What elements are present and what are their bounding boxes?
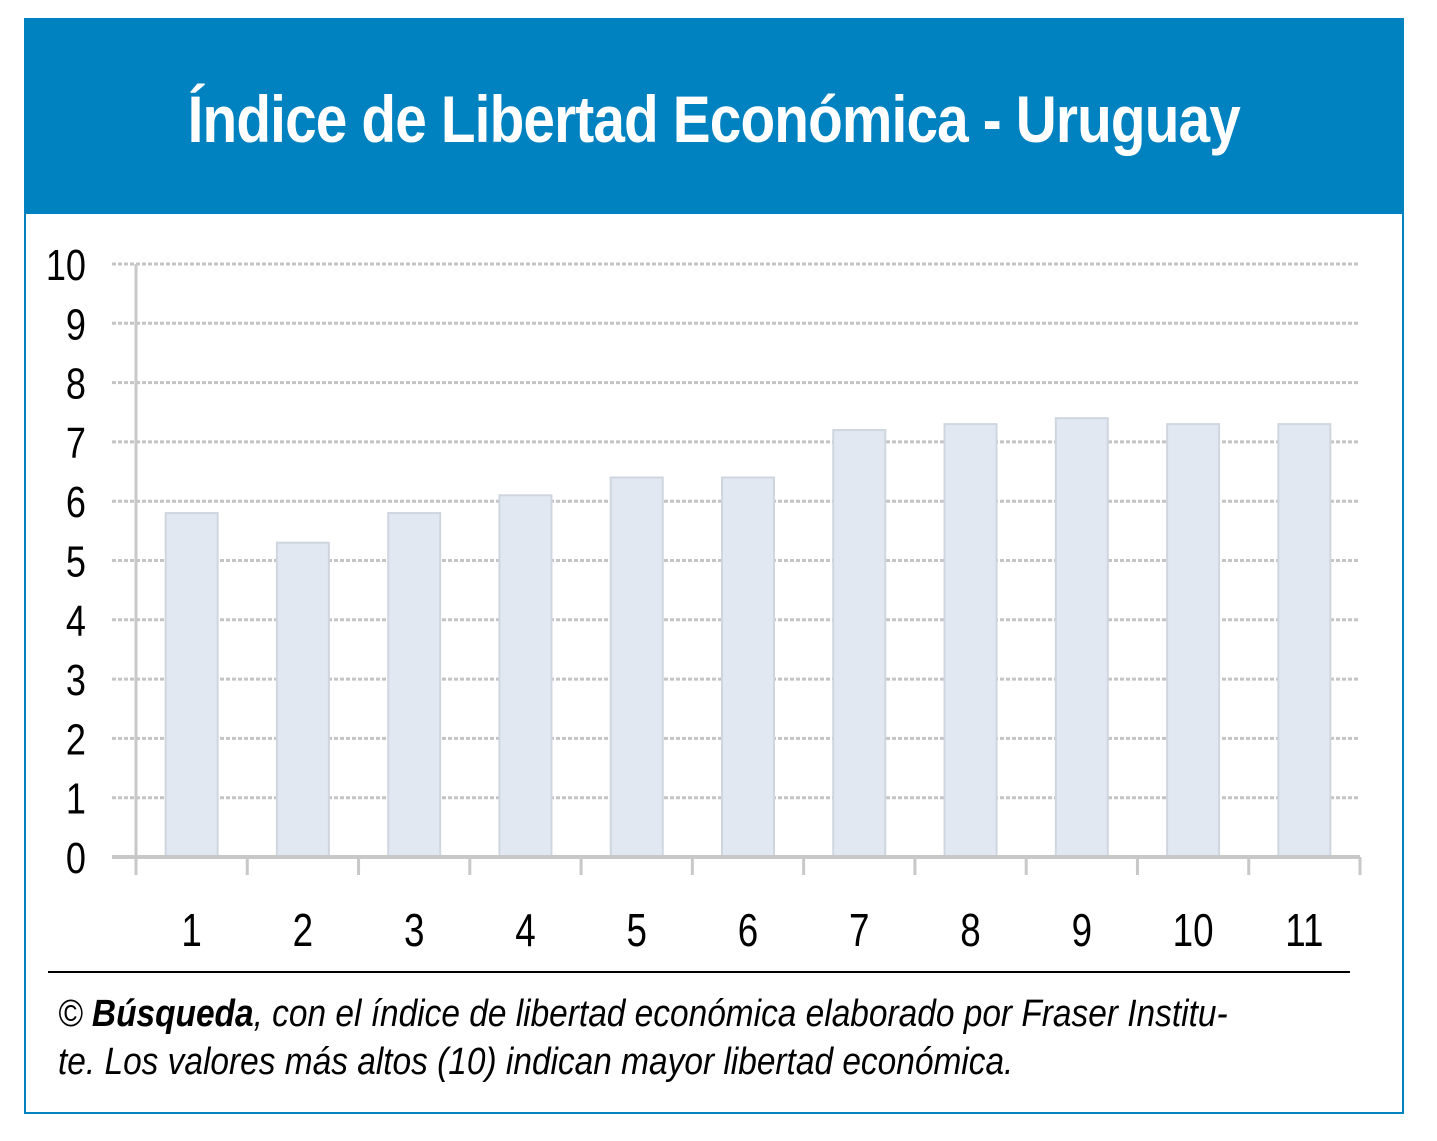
bar bbox=[1166, 423, 1221, 858]
x-tick-label: 8 bbox=[960, 904, 980, 956]
x-tick-label: 2 bbox=[293, 904, 313, 956]
y-tick-label: 9 bbox=[66, 300, 86, 349]
x-tick-label: 3 bbox=[404, 904, 424, 956]
y-tick-label: 5 bbox=[66, 537, 86, 586]
y-tick-label: 1 bbox=[66, 774, 86, 823]
x-tick-label: 5 bbox=[626, 904, 646, 956]
x-tick-label: 4 bbox=[515, 904, 535, 956]
bar bbox=[498, 494, 553, 858]
x-tick-label: 10 bbox=[1173, 904, 1214, 956]
x-tick-label: 1 bbox=[181, 904, 201, 956]
source-brand: Búsqueda bbox=[91, 993, 254, 1035]
y-tick-label: 6 bbox=[66, 478, 86, 527]
x-tick-label: 11 bbox=[1285, 904, 1323, 956]
y-tick-label: 10 bbox=[46, 241, 86, 290]
y-tick-label: 4 bbox=[66, 596, 86, 645]
bar bbox=[275, 541, 330, 859]
y-tick-label: 0 bbox=[66, 834, 86, 883]
x-tick-label: 6 bbox=[738, 904, 758, 956]
y-tick-label: 2 bbox=[66, 715, 86, 764]
footnote-divider bbox=[48, 971, 1350, 973]
y-tick-label: 3 bbox=[66, 656, 86, 705]
y-tick-label: 7 bbox=[66, 419, 86, 468]
bar bbox=[1277, 423, 1332, 858]
copyright-symbol: © bbox=[58, 993, 83, 1035]
bar bbox=[387, 512, 442, 858]
chart-title: Índice de Libertad Económica - Uruguay bbox=[187, 82, 1241, 156]
footnote-line1: , con el índice de libertad económica el… bbox=[253, 993, 1228, 1035]
bar bbox=[609, 476, 664, 858]
x-tick-label: 9 bbox=[1072, 904, 1092, 956]
title-bar: Índice de Libertad Económica - Uruguay bbox=[26, 20, 1402, 214]
y-tick-label: 8 bbox=[66, 359, 86, 408]
source-footnote: © Búsqueda, con el índice de libertad ec… bbox=[58, 990, 1228, 1086]
bar bbox=[1054, 417, 1109, 858]
bar bbox=[943, 423, 998, 858]
bar bbox=[721, 476, 775, 858]
footnote-line2: te. Los valores más altos (10) indican m… bbox=[58, 1041, 1014, 1083]
bar bbox=[164, 512, 219, 858]
x-tick-label: 7 bbox=[849, 904, 869, 956]
bar bbox=[832, 429, 887, 858]
